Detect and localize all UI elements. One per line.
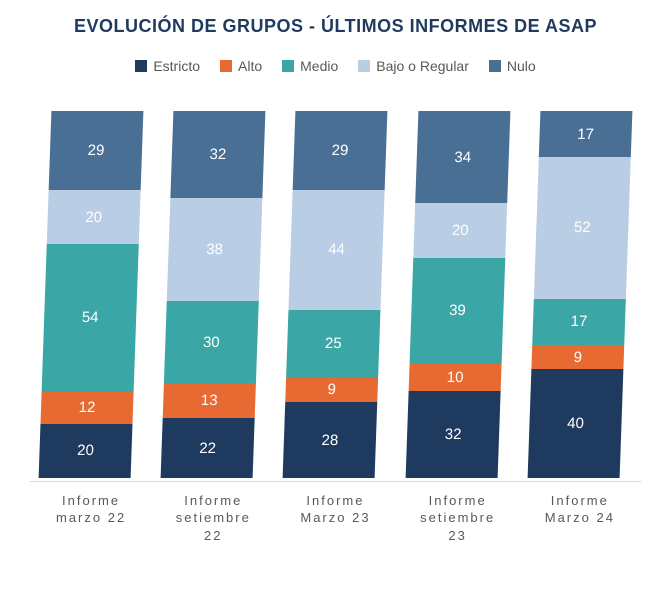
legend-label: Bajo o Regular: [376, 58, 469, 74]
bar-segment: 20: [39, 424, 133, 478]
legend-swatch: [358, 60, 370, 72]
bar-segment: 20: [413, 204, 507, 258]
stacked-bar: 2213303832: [161, 111, 266, 478]
legend-label: Estricto: [153, 58, 200, 74]
legend-label: Nulo: [507, 58, 536, 74]
legend-label: Medio: [300, 58, 338, 74]
bar-segment: 29: [49, 111, 144, 190]
legend-item: Nulo: [489, 58, 536, 74]
bar-segment: 13: [163, 383, 256, 418]
bar-segment: 20: [47, 190, 141, 244]
bar-segment: 9: [531, 345, 624, 369]
stacked-bar: 409175217: [527, 111, 632, 478]
bar-segment: 29: [293, 111, 388, 190]
x-axis-label: Informe setiembre 23: [412, 492, 504, 545]
legend-item: Medio: [282, 58, 338, 74]
stacked-bar: 3210392034: [405, 111, 510, 478]
bar-segment: 17: [532, 299, 626, 345]
chart-column: 2213303832: [167, 111, 259, 478]
bar-segment: 17: [539, 111, 633, 157]
bar-segment: 10: [408, 364, 501, 391]
bar-segment: 28: [283, 402, 378, 478]
legend-label: Alto: [238, 58, 262, 74]
bar-segment: 30: [164, 302, 259, 384]
legend-item: Alto: [220, 58, 262, 74]
bar-segment: 22: [161, 419, 255, 479]
legend-item: Bajo o Regular: [358, 58, 469, 74]
chart-x-labels: Informe marzo 22 Informe setiembre 22 Info…: [0, 482, 671, 545]
x-axis-label: Informe marzo 22: [45, 492, 137, 545]
legend-swatch: [135, 60, 147, 72]
bar-segment: 54: [42, 245, 139, 392]
legend-swatch: [282, 60, 294, 72]
chart-column: 409175217: [534, 111, 626, 478]
bar-segment: 25: [287, 310, 381, 378]
bar-segment: 52: [534, 158, 631, 299]
chart-column: 289254429: [289, 111, 381, 478]
stacked-bar: 2012542029: [39, 111, 144, 478]
legend-swatch: [220, 60, 232, 72]
bar-segment: 32: [171, 111, 266, 198]
x-axis-label: Informe Marzo 24: [534, 492, 626, 545]
bar-segment: 12: [41, 391, 134, 424]
bar-segment: 32: [405, 391, 500, 478]
chart-legend: Estricto Alto Medio Bajo o Regular Nulo: [0, 58, 671, 74]
bar-segment: 44: [289, 190, 385, 310]
chart-column: 3210392034: [412, 111, 504, 478]
legend-swatch: [489, 60, 501, 72]
chart-title: EVOLUCIÓN DE GRUPOS - ÚLTIMOS INFORMES D…: [0, 0, 671, 58]
bar-segment: 39: [409, 258, 505, 364]
bar-segment: 38: [167, 198, 263, 301]
x-axis-label: Informe setiembre 22: [167, 492, 259, 545]
bar-segment: 40: [527, 370, 623, 479]
stacked-bar: 289254429: [283, 111, 388, 478]
x-axis-label: Informe Marzo 23: [289, 492, 381, 545]
chart-plot: 2012542029221330383228925442932103920344…: [0, 109, 671, 479]
bar-segment: 34: [415, 111, 510, 203]
chart-column: 2012542029: [45, 111, 137, 478]
bar-segment: 9: [286, 378, 379, 402]
legend-item: Estricto: [135, 58, 200, 74]
